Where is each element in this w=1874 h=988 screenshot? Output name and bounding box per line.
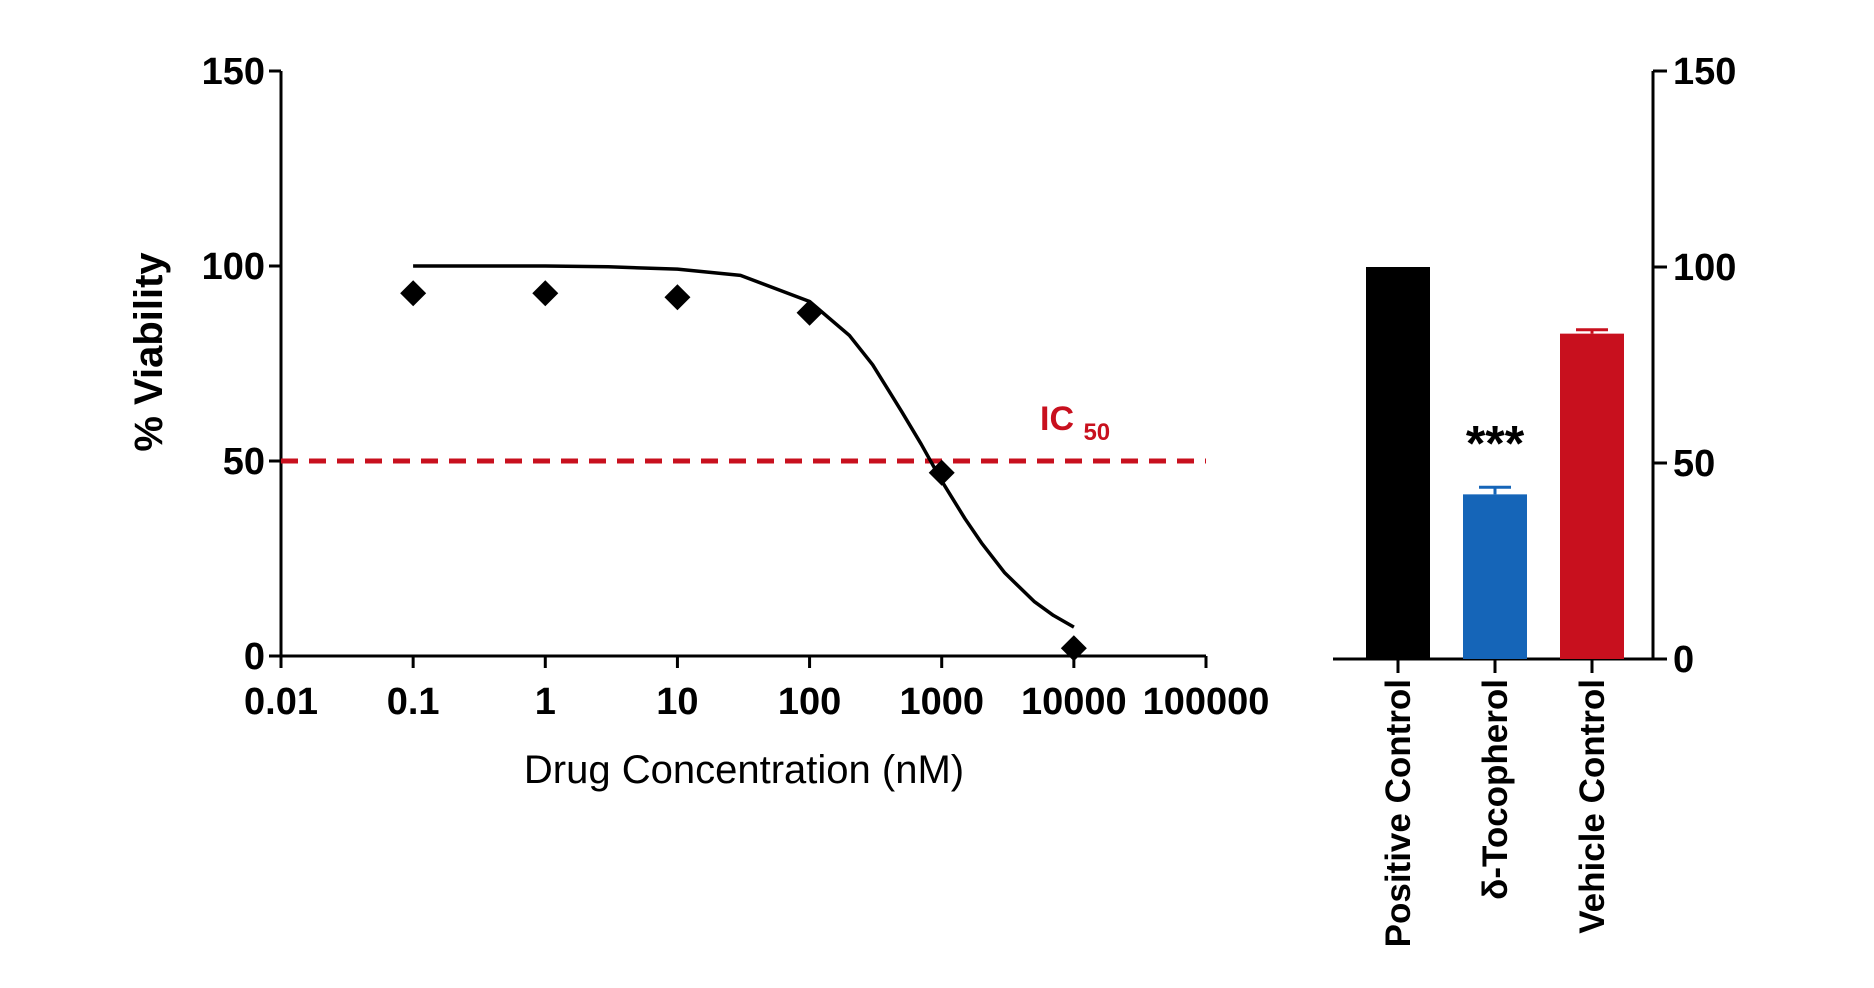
x-tick-label: 100 <box>778 681 841 723</box>
right-y-tick-label: 150 <box>1673 51 1736 93</box>
x-tick-label: 1000 <box>899 681 984 723</box>
x-tick-label: 0.01 <box>244 681 318 723</box>
ic50-label: IC 50 <box>1040 400 1110 446</box>
data-point-diamond <box>400 280 427 307</box>
bar <box>1560 333 1624 659</box>
category-label: Vehicle Control <box>1573 679 1612 934</box>
right-y-tick-label: 50 <box>1673 443 1715 485</box>
bar <box>1366 267 1430 659</box>
ic50-subscript: 50 <box>1083 419 1110 446</box>
right-y-tick-label: 100 <box>1673 247 1736 289</box>
ic50-main: IC <box>1040 400 1074 438</box>
x-axis-title: Drug Concentration (nM) <box>524 748 964 792</box>
control-bar-chart: 0 50 100 150 Positive Control *** δ-Tocopherol… <box>1333 51 1736 947</box>
category-label: δ-Tocopherol <box>1476 679 1515 900</box>
y-tick-label: 0 <box>244 636 265 678</box>
dose-response-chart: 0 50 100 150 0.01 0.1 1 10 100 1000 10000 100000 % … <box>127 51 1269 792</box>
right-layer: 0 50 100 150 Positive Control *** δ-Tocopherol… <box>1333 51 1736 947</box>
right-y-tick-label: 0 <box>1673 639 1694 681</box>
significance-annotation: *** <box>1466 415 1525 471</box>
left-grid-layer: 0 50 100 150 0.01 0.1 1 10 100 1000 10000 100000 <box>202 51 1270 723</box>
bar <box>1463 494 1527 659</box>
y-tick-label: 50 <box>223 441 265 483</box>
data-point-diamond <box>1060 635 1087 662</box>
x-tick-label: 100000 <box>1143 681 1270 723</box>
category-label: Positive Control <box>1379 679 1418 947</box>
fit-curve <box>413 264 1075 629</box>
y-axis-title: % Viability <box>127 252 171 452</box>
data-point-diamond <box>664 284 691 311</box>
data-point-diamond <box>928 459 955 486</box>
x-tick-label: 1 <box>535 681 556 723</box>
data-point-diamond <box>532 280 559 307</box>
x-tick-label: 10 <box>656 681 698 723</box>
data-point-diamond <box>796 299 823 326</box>
x-tick-label: 0.1 <box>387 681 440 723</box>
x-tick-label: 10000 <box>1021 681 1127 723</box>
y-tick-label: 150 <box>202 51 265 93</box>
y-tick-label: 100 <box>202 246 265 288</box>
